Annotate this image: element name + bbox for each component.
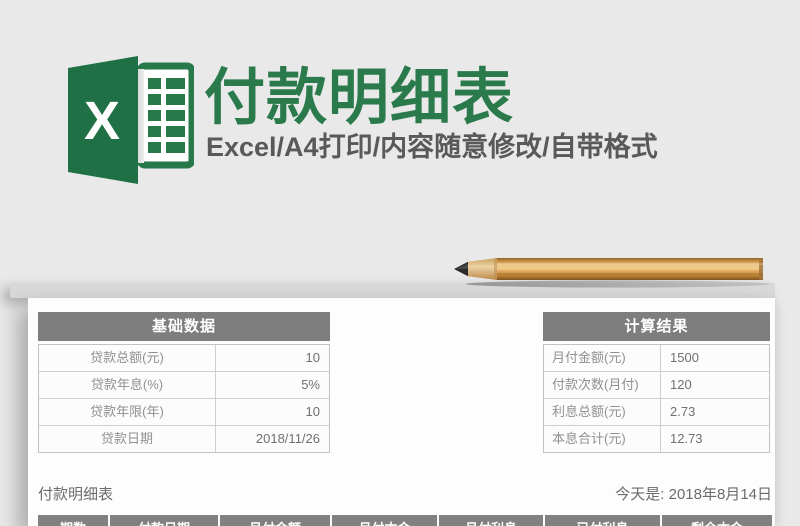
table-cell-value: 10 xyxy=(215,345,329,371)
detail-column-header: 月付利息 xyxy=(437,515,543,526)
table-cell-label: 贷款年限(年) xyxy=(39,398,215,425)
calc-result-table-body: 月付金额(元) 1500 付款次数(月付) 120 利息总额(元) 2.73 本… xyxy=(543,344,770,453)
excel-logo-icon: X xyxy=(68,56,194,184)
table-cell-label: 利息总额(元) xyxy=(544,398,660,425)
table-cell-label: 贷款总额(元) xyxy=(90,350,164,365)
table-cell-label: 贷款年息(%) xyxy=(39,371,215,398)
calc-result-table-title: 计算结果 xyxy=(543,312,770,341)
basic-data-table-title: 基础数据 xyxy=(38,312,330,341)
detail-column-header: 月付金额 xyxy=(218,515,330,526)
basic-data-table: 基础数据 贷款总额(元) 10 贷款年息(%) 5% 贷款年限(年) 10 贷款… xyxy=(38,312,330,453)
page-subtitle: Excel/A4打印/内容随意修改/自带格式 xyxy=(206,132,658,162)
table-cell-value: 12.73 xyxy=(660,425,769,452)
table-cell-value: 2.73 xyxy=(660,398,769,425)
page-title: 付款明细表 xyxy=(204,63,515,131)
excel-x-letter: X xyxy=(84,91,120,151)
table-cell-label: 贷款日期 xyxy=(39,425,215,452)
table-cell-value: 120 xyxy=(660,371,769,398)
pencil-image xyxy=(454,258,770,288)
detail-column-header: 已付利息 xyxy=(543,515,660,526)
detail-column-header: 付款日期 xyxy=(108,515,218,526)
detail-column-header: 期数 xyxy=(38,515,108,526)
table-cell-value: 5% xyxy=(215,371,329,398)
detail-table-title: 付款明细表 xyxy=(38,486,114,503)
table-cell-value: 2018/11/26 xyxy=(215,425,329,452)
table-cell-label: 本息合计(元) xyxy=(544,425,660,452)
detail-column-header: 月付本金 xyxy=(330,515,437,526)
table-cell-value: 1500 xyxy=(660,345,769,371)
table-cell-label: 月付金额(元) xyxy=(552,350,626,365)
calc-result-table: 计算结果 月付金额(元) 1500 付款次数(月付) 120 利息总额(元) 2… xyxy=(543,312,770,453)
table-cell-value: 10 xyxy=(215,398,329,425)
today-date-label: 今天是: 2018年8月14日 xyxy=(615,486,772,503)
detail-column-header: 剩余本金 xyxy=(660,515,772,526)
basic-data-table-body: 贷款总额(元) 10 贷款年息(%) 5% 贷款年限(年) 10 贷款日期 20… xyxy=(38,344,330,453)
table-cell-label: 付款次数(月付) xyxy=(544,371,660,398)
detail-table-header-row: 期数 付款日期 月付金额 月付本金 月付利息 已付利息 剩余本金 xyxy=(38,515,772,526)
